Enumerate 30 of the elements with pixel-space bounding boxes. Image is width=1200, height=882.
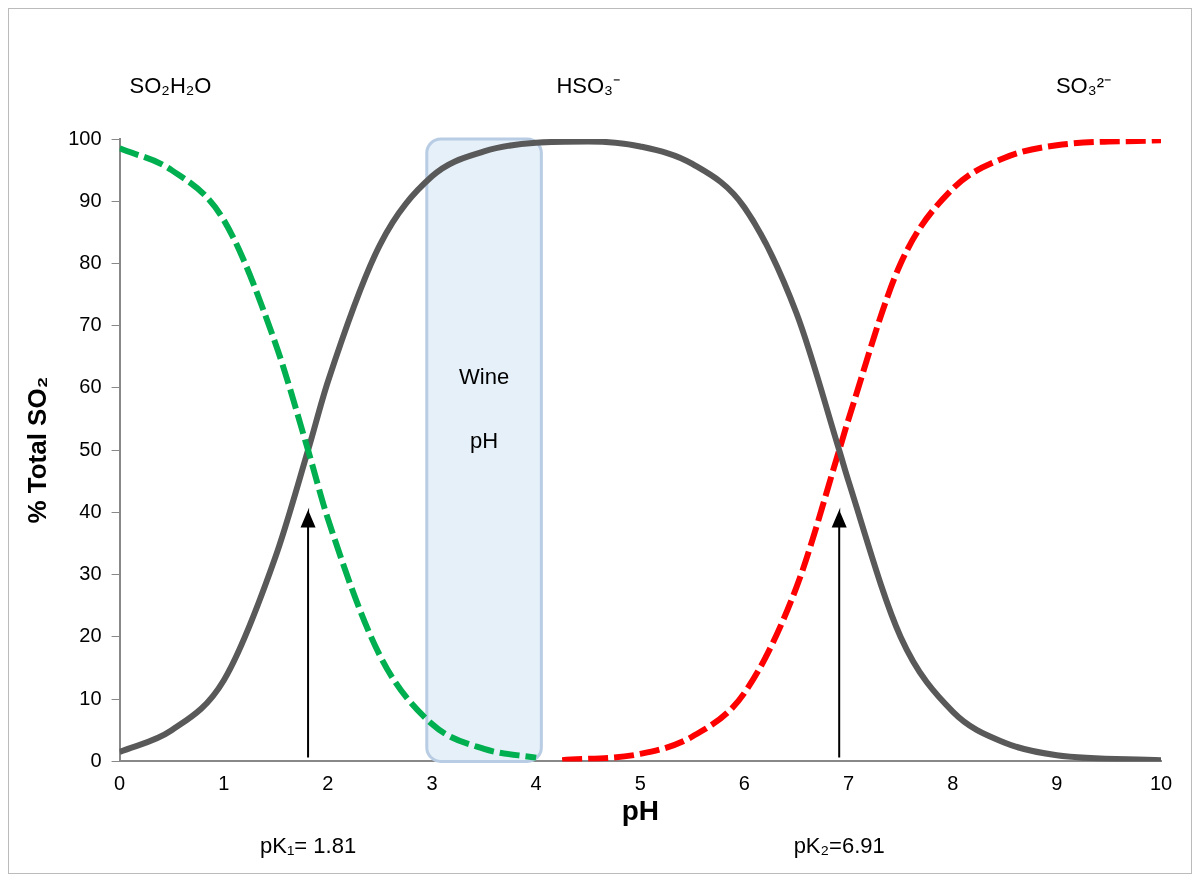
y-tick-label: 20 [79,624,102,647]
series-label: SO₃²⁻ [1055,73,1111,99]
x-tick-label: 0 [114,771,126,794]
x-tick-label: 2 [322,771,334,794]
y-axis-title: % Total SO₂ [21,376,52,524]
x-axis-title: pH [621,794,659,826]
y-tick-label: 30 [79,562,102,585]
y-tick-label: 40 [79,499,102,522]
series-label: HSO₃⁻ [556,73,621,99]
x-tick-label: 9 [1051,771,1063,794]
x-tick-label: 6 [738,771,750,794]
x-tick-label: 8 [947,771,959,794]
x-tick-label: 7 [843,771,855,794]
x-tick-label: 5 [634,771,646,794]
y-tick-label: 50 [79,437,102,460]
y-tick-label: 60 [79,375,102,398]
y-tick-label: 10 [79,686,102,709]
y-tick-label: 90 [79,188,102,211]
x-tick-label: 4 [530,771,542,794]
text: Wine pH [459,364,510,454]
x-tick-label: 1 [218,771,230,794]
text: pK₁= 1.81 [260,833,357,859]
y-tick-label: 70 [79,313,102,336]
y-tick-label: 80 [79,251,102,273]
text: SO₂H₂O [129,73,212,99]
y-tick-label: 0 [90,748,102,771]
text: pK₂=6.91 [793,833,885,859]
x-tick-label: 3 [426,771,438,794]
x-tick-label: 10 [1149,771,1173,794]
y-tick-label: 100 [68,126,102,149]
